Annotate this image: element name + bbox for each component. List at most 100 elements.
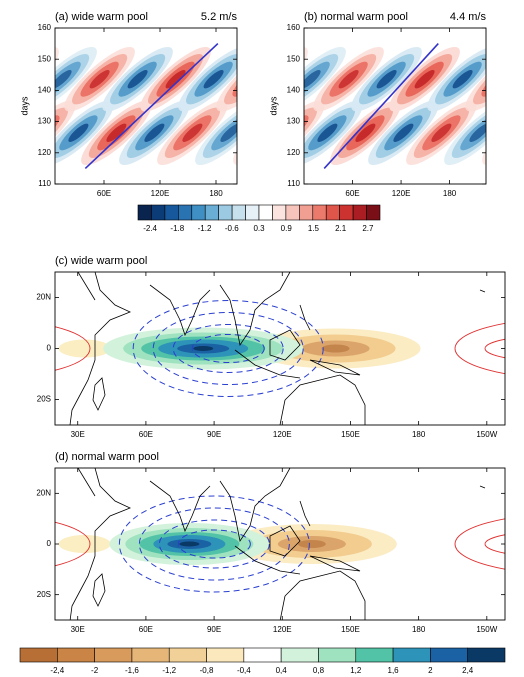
y-tick-label: 130 bbox=[287, 117, 301, 126]
x-tick-label: 120E bbox=[151, 189, 170, 198]
colorbar-label: 0,8 bbox=[313, 666, 325, 675]
coastline bbox=[149, 284, 211, 337]
field-contour bbox=[414, 70, 435, 89]
phase-line bbox=[323, 43, 439, 169]
colorbar-label: -2.4 bbox=[143, 224, 157, 233]
colorbar-box bbox=[151, 204, 166, 221]
colorbar-box bbox=[430, 647, 468, 663]
y-tick-label: 160 bbox=[287, 23, 301, 32]
y-tick-label: 20N bbox=[36, 293, 51, 302]
field-contour bbox=[182, 123, 203, 142]
colorbar-box bbox=[272, 204, 287, 221]
field-contour bbox=[431, 123, 452, 142]
plot-area bbox=[0, 46, 281, 173]
field-contour bbox=[58, 339, 111, 358]
colorbar-label: 1,2 bbox=[350, 666, 362, 675]
coastline bbox=[299, 500, 311, 527]
coastline bbox=[479, 485, 486, 489]
field-contour bbox=[393, 123, 414, 142]
field-contour bbox=[179, 541, 200, 547]
coastline bbox=[92, 573, 106, 607]
colorbar-box bbox=[178, 204, 193, 221]
colorbar-box bbox=[191, 204, 206, 221]
colorbar-box bbox=[366, 204, 381, 221]
colorbar-box bbox=[218, 204, 233, 221]
x-tick-label: 180 bbox=[412, 430, 426, 439]
colorbar-box bbox=[243, 647, 282, 663]
x-tick-label: 180 bbox=[209, 189, 223, 198]
panel-title: (a) wide warm pool bbox=[55, 11, 148, 23]
coastline bbox=[269, 525, 301, 557]
y-tick-label: 150 bbox=[38, 54, 52, 63]
field-contour bbox=[484, 101, 524, 164]
colorbar-box bbox=[245, 204, 260, 221]
colorbar-box bbox=[206, 647, 245, 663]
field-contour bbox=[158, 519, 270, 569]
field-contour bbox=[0, 92, 7, 173]
colorbar-label: -2 bbox=[91, 666, 99, 675]
phase-line bbox=[84, 43, 219, 169]
field-contour bbox=[256, 121, 281, 144]
coastline bbox=[479, 289, 486, 293]
plot-frame bbox=[303, 27, 487, 185]
field-contour bbox=[317, 123, 338, 142]
field-contour bbox=[203, 70, 224, 89]
coastline bbox=[279, 570, 366, 620]
colorbar-box bbox=[280, 647, 319, 663]
field-contour bbox=[193, 346, 214, 351]
y-axis-label: days bbox=[19, 96, 29, 116]
y-tick-label: 20S bbox=[37, 395, 51, 404]
field-contour bbox=[338, 70, 359, 89]
plot-frame bbox=[54, 27, 238, 185]
colorbar-label: 2,4 bbox=[462, 666, 474, 675]
field-contour bbox=[172, 324, 284, 373]
field-contour bbox=[454, 322, 505, 375]
y-tick-label: 0 bbox=[47, 539, 52, 548]
colorbar-label: -0,4 bbox=[237, 666, 251, 675]
colorbar-box bbox=[392, 647, 431, 663]
colorbar-box bbox=[131, 647, 170, 663]
colorbar-box bbox=[258, 204, 273, 221]
field-contour bbox=[127, 70, 148, 89]
field-contour bbox=[11, 68, 36, 91]
colorbar-box bbox=[137, 204, 152, 221]
field-contour bbox=[106, 123, 127, 142]
y-tick-label: 20S bbox=[37, 590, 51, 599]
field-contour bbox=[376, 70, 397, 89]
field-contour bbox=[484, 338, 505, 359]
x-tick-label: 150E bbox=[341, 625, 360, 634]
y-tick-label: 20N bbox=[36, 488, 51, 497]
field-contour bbox=[249, 57, 296, 101]
colorbar-box bbox=[299, 204, 314, 221]
field-contour bbox=[484, 534, 505, 554]
coastline bbox=[269, 329, 301, 361]
x-tick-label: 180 bbox=[412, 625, 426, 634]
field-contour bbox=[144, 123, 165, 142]
x-tick-label: 30E bbox=[71, 430, 85, 439]
coastline bbox=[234, 545, 301, 575]
field-contour bbox=[220, 123, 237, 142]
field-contour bbox=[321, 344, 350, 353]
y-tick-label: 110 bbox=[38, 179, 51, 188]
colorbar-label: -0.6 bbox=[225, 224, 239, 233]
field-contour bbox=[68, 123, 89, 142]
y-tick-label: 110 bbox=[287, 179, 300, 188]
colorbar-label: 2.7 bbox=[362, 224, 374, 233]
x-tick-label: 120E bbox=[392, 189, 411, 198]
colorbar-label: -1.8 bbox=[170, 224, 184, 233]
y-tick-label: 140 bbox=[38, 86, 52, 95]
coastline bbox=[69, 272, 132, 425]
field-contour bbox=[260, 68, 285, 91]
field-contour bbox=[505, 121, 524, 144]
x-tick-label: 60E bbox=[139, 625, 153, 634]
colorbar-box bbox=[204, 204, 219, 221]
y-tick-label: 130 bbox=[38, 117, 52, 126]
colorbar-label: 0.9 bbox=[281, 224, 293, 233]
x-tick-label: 60E bbox=[97, 189, 111, 198]
coastline bbox=[69, 468, 132, 620]
coastline bbox=[234, 349, 301, 379]
colorbar-box bbox=[164, 204, 179, 221]
plot-area bbox=[249, 46, 524, 166]
x-tick-label: 30E bbox=[71, 625, 85, 634]
field-contour bbox=[191, 334, 265, 363]
